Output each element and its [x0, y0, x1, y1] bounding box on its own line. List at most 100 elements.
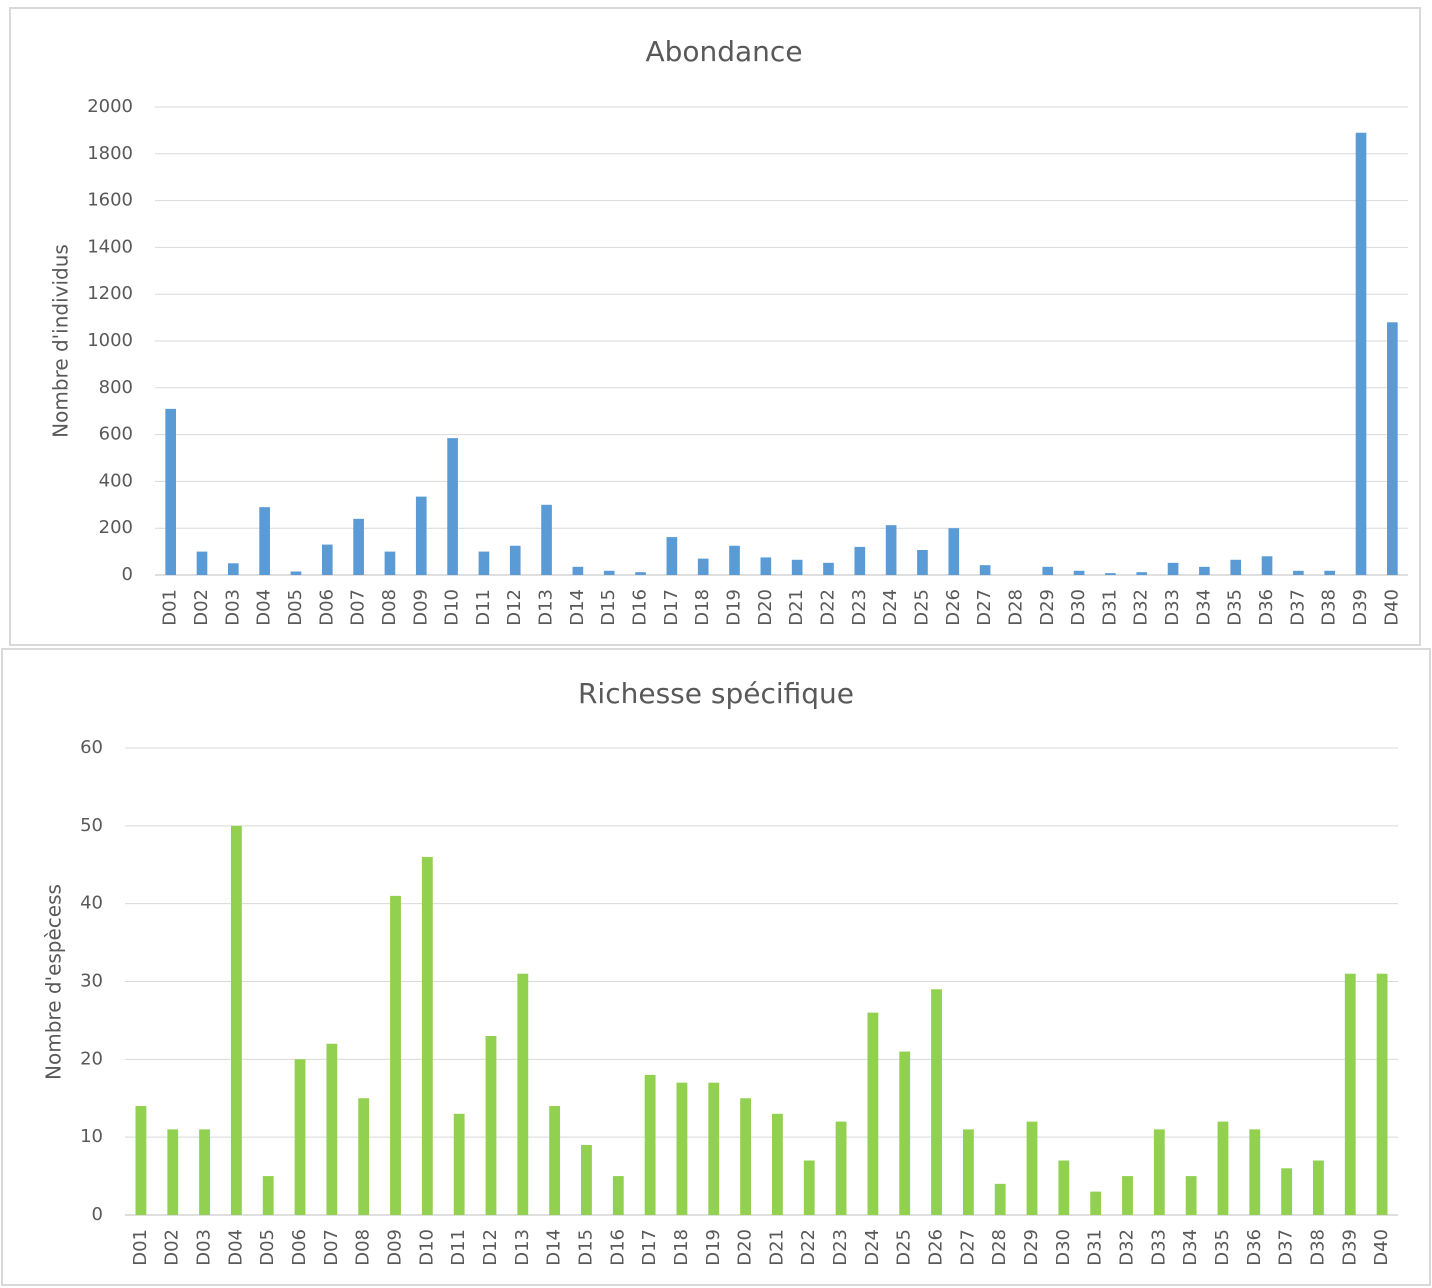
chart-title: Richesse spécifique	[578, 677, 854, 710]
bar	[509, 545, 521, 575]
bar	[415, 496, 427, 575]
x-tick-label: D38	[1319, 589, 1340, 626]
bar	[867, 1012, 879, 1215]
x-tick-label: D13	[512, 1229, 533, 1266]
y-axis-title: Nombre d'espècess	[42, 884, 66, 1080]
bar	[612, 1176, 624, 1215]
bar	[948, 528, 960, 575]
x-tick-label: D17	[661, 589, 682, 626]
y-tick-label: 200	[99, 517, 133, 538]
bar	[485, 1035, 497, 1215]
bar	[227, 563, 239, 575]
bar	[931, 989, 942, 1215]
bar	[326, 1043, 338, 1215]
x-tick-label: D27	[957, 1229, 978, 1266]
bar	[729, 545, 740, 575]
x-tick-label: D02	[191, 589, 212, 626]
x-tick-label: D22	[798, 1229, 819, 1266]
bar	[165, 408, 176, 575]
bar	[135, 1106, 147, 1215]
y-axis-title: Nombre d'individus	[49, 244, 73, 438]
x-tick-label: D18	[671, 1229, 692, 1266]
bar	[353, 518, 364, 575]
bar	[549, 1106, 561, 1215]
bar	[572, 566, 584, 575]
x-tick-label: D31	[1085, 1229, 1106, 1266]
x-tick-label: D04	[225, 1229, 246, 1266]
x-tick-label: D31	[1099, 589, 1120, 626]
x-tick-label: D06	[316, 589, 337, 626]
x-tick-label: D20	[755, 589, 776, 626]
bar	[541, 504, 552, 575]
y-tick-label: 1200	[87, 283, 133, 304]
y-tick-label: 10	[80, 1126, 103, 1147]
bar	[1153, 1129, 1165, 1215]
bar	[1376, 973, 1388, 1215]
bar	[390, 895, 401, 1215]
bar	[1324, 570, 1336, 575]
bar	[1281, 1168, 1293, 1215]
x-tick-label: D01	[160, 589, 181, 626]
x-tick-label: D17	[639, 1229, 660, 1266]
x-tick-label: D10	[442, 589, 463, 626]
x-tick-label: D18	[692, 589, 713, 626]
bar	[1105, 573, 1116, 575]
x-tick-label: D37	[1287, 589, 1308, 626]
bar	[199, 1129, 210, 1215]
bar	[1344, 973, 1356, 1215]
y-tick-label: 600	[99, 424, 133, 445]
bar	[453, 1113, 465, 1215]
x-tick-label: D33	[1148, 1229, 1169, 1266]
x-tick-label: D30	[1068, 589, 1089, 626]
y-tick-label: 1800	[87, 143, 133, 164]
bar	[979, 565, 991, 575]
bar	[803, 1160, 815, 1215]
x-tick-label: D14	[567, 589, 588, 626]
x-tick-label: D07	[348, 589, 369, 626]
x-tick-label: D11	[473, 589, 494, 626]
x-tick-label: D19	[703, 1229, 724, 1266]
x-tick-label: D25	[894, 1229, 915, 1266]
bar	[635, 572, 646, 575]
x-tick-label: D38	[1307, 1229, 1328, 1266]
bar	[666, 537, 678, 575]
bar	[917, 549, 928, 575]
x-tick-label: D40	[1381, 589, 1402, 626]
y-tick-label: 20	[80, 1048, 103, 1069]
bar	[760, 557, 772, 575]
x-tick-label: D37	[1276, 1229, 1297, 1266]
x-tick-label: D05	[257, 1229, 278, 1266]
x-tick-label: D16	[630, 589, 651, 626]
x-tick-label: D04	[254, 589, 275, 626]
bar	[1293, 570, 1304, 575]
panel	[9, 7, 1421, 646]
y-tick-label: 0	[92, 1204, 103, 1225]
bar	[259, 507, 270, 575]
x-tick-label: D15	[575, 1229, 596, 1266]
y-tick-label: 1400	[87, 236, 133, 257]
x-tick-label: D03	[194, 1229, 215, 1266]
x-tick-label: D26	[926, 1229, 947, 1266]
bar	[358, 1098, 370, 1215]
bar	[321, 544, 333, 575]
bar	[1249, 1129, 1261, 1215]
bar	[167, 1129, 179, 1215]
x-tick-label: D23	[849, 589, 870, 626]
bar	[478, 551, 490, 575]
bar	[676, 1082, 688, 1215]
x-tick-label: D05	[285, 589, 306, 626]
bar	[1167, 562, 1179, 575]
x-tick-label: D32	[1116, 1229, 1137, 1266]
x-tick-label: D36	[1244, 1229, 1265, 1266]
bar	[1136, 572, 1148, 575]
bar	[1058, 1160, 1070, 1215]
bar	[1355, 132, 1367, 576]
bar	[1199, 566, 1210, 575]
bar	[1042, 566, 1054, 575]
bar	[1261, 556, 1273, 575]
x-tick-label: D13	[536, 589, 557, 626]
x-tick-label: D28	[989, 1229, 1010, 1266]
x-tick-label: D39	[1350, 589, 1371, 626]
bar	[1026, 1121, 1038, 1215]
